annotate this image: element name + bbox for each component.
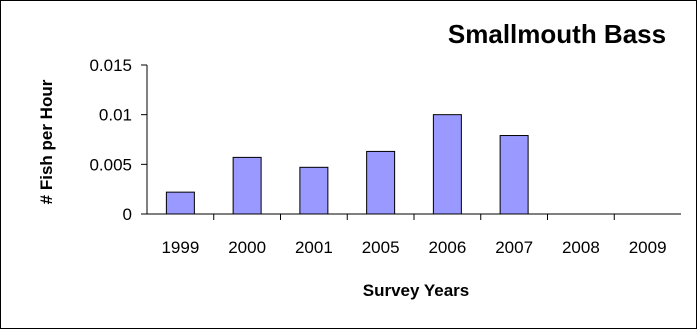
bar-2000 — [232, 156, 262, 215]
x-tick-label: 2009 — [629, 238, 667, 257]
x-tick-label: 2008 — [562, 238, 600, 257]
y-tick-label: 0.015 — [89, 56, 132, 75]
x-tick-label: 2005 — [362, 238, 400, 257]
x-axis-title: Survey Years — [363, 281, 470, 300]
bar-2006 — [432, 114, 462, 215]
x-tick-label: 2001 — [295, 238, 333, 257]
bar-2007 — [499, 135, 529, 215]
x-tick-label: 2007 — [495, 238, 533, 257]
y-tick-label: 0.01 — [99, 106, 132, 125]
bar-chart: Smallmouth Bass # Fish per Hour Survey Y… — [37, 19, 681, 300]
plot-area: 0 0.005 0.01 0.015 1999 2000 2001 2005 2006 2007 2… — [89, 56, 681, 257]
bar-2001 — [299, 166, 329, 215]
x-tick-label: 2000 — [228, 238, 266, 257]
bar-2005 — [366, 150, 396, 215]
bar-1999 — [165, 191, 195, 215]
chart-title: Smallmouth Bass — [448, 19, 666, 49]
y-tick-label: 0 — [123, 205, 132, 224]
y-tick-label: 0.005 — [89, 155, 132, 174]
x-tick-label: 2006 — [428, 238, 466, 257]
x-tick-label: 1999 — [161, 238, 199, 257]
y-axis-title: # Fish per Hour — [37, 79, 56, 204]
